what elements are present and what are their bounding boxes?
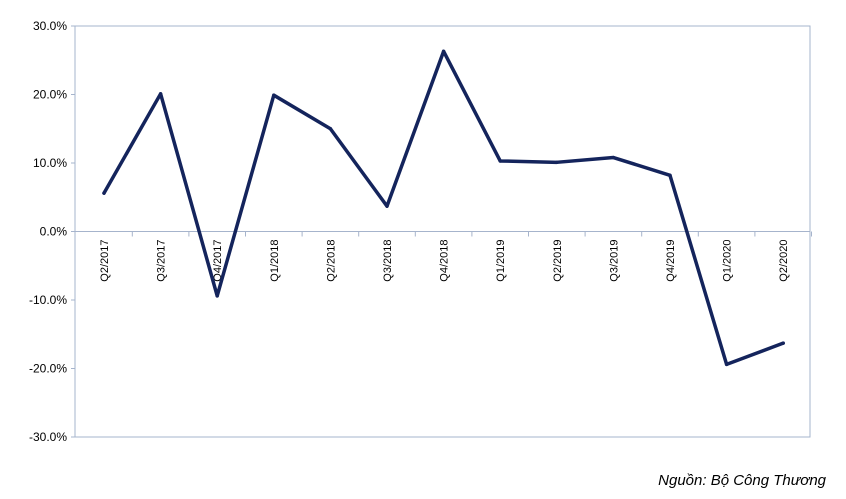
x-tick-label: Q1/2020 <box>722 240 734 282</box>
series-line <box>102 49 785 367</box>
y-tick-label: 30.0% <box>33 19 67 33</box>
x-tick-label: Q1/2018 <box>269 240 281 282</box>
line-chart: 30.0% 20.0% 10.0% 0.0% -10.0% -20.0% -30.0% Q2… <box>29 19 812 444</box>
data-point <box>668 173 672 178</box>
data-point <box>781 341 785 345</box>
y-tick-label: 0.0% <box>40 225 68 239</box>
x-tick-label: Q4/2017 <box>212 240 224 282</box>
data-point <box>724 362 729 367</box>
y-tick-label: -10.0% <box>29 293 67 307</box>
x-tick-label: Q2/2019 <box>552 240 564 282</box>
x-tick-label: Q2/2018 <box>325 240 337 282</box>
x-axis-labels: Q2/2017 Q3/2017 Q4/2017 Q1/2018 Q2/2018 Q3/20… <box>99 240 790 282</box>
x-tick-label: Q3/2018 <box>382 240 394 282</box>
x-tick-label: Q2/2017 <box>99 240 111 282</box>
y-tick-label: -20.0% <box>29 362 67 376</box>
data-point <box>555 160 559 165</box>
data-point <box>441 49 446 54</box>
data-point <box>328 127 333 131</box>
x-axis-ticks <box>74 231 812 237</box>
y-tick-label: 10.0% <box>33 156 67 170</box>
x-tick-label: Q3/2017 <box>156 240 168 282</box>
data-point <box>498 159 502 163</box>
x-tick-label: Q3/2019 <box>608 240 620 282</box>
data-point <box>158 92 163 96</box>
y-axis-ticks: 30.0% 20.0% 10.0% 0.0% -10.0% -20.0% -30.0% <box>29 19 75 444</box>
source-note: Nguồn: Bộ Công Thương <box>658 472 826 489</box>
data-point <box>611 155 616 160</box>
y-tick-label: 20.0% <box>33 88 67 102</box>
x-tick-label: Q1/2019 <box>495 240 507 282</box>
y-tick-label: -30.0% <box>29 430 67 444</box>
x-tick-label: Q2/2020 <box>778 240 790 282</box>
data-point <box>385 204 389 208</box>
data-point <box>102 191 106 195</box>
x-tick-label: Q4/2019 <box>665 240 677 282</box>
data-point <box>215 294 219 298</box>
x-tick-label: Q4/2018 <box>439 240 451 282</box>
data-point <box>272 93 276 97</box>
